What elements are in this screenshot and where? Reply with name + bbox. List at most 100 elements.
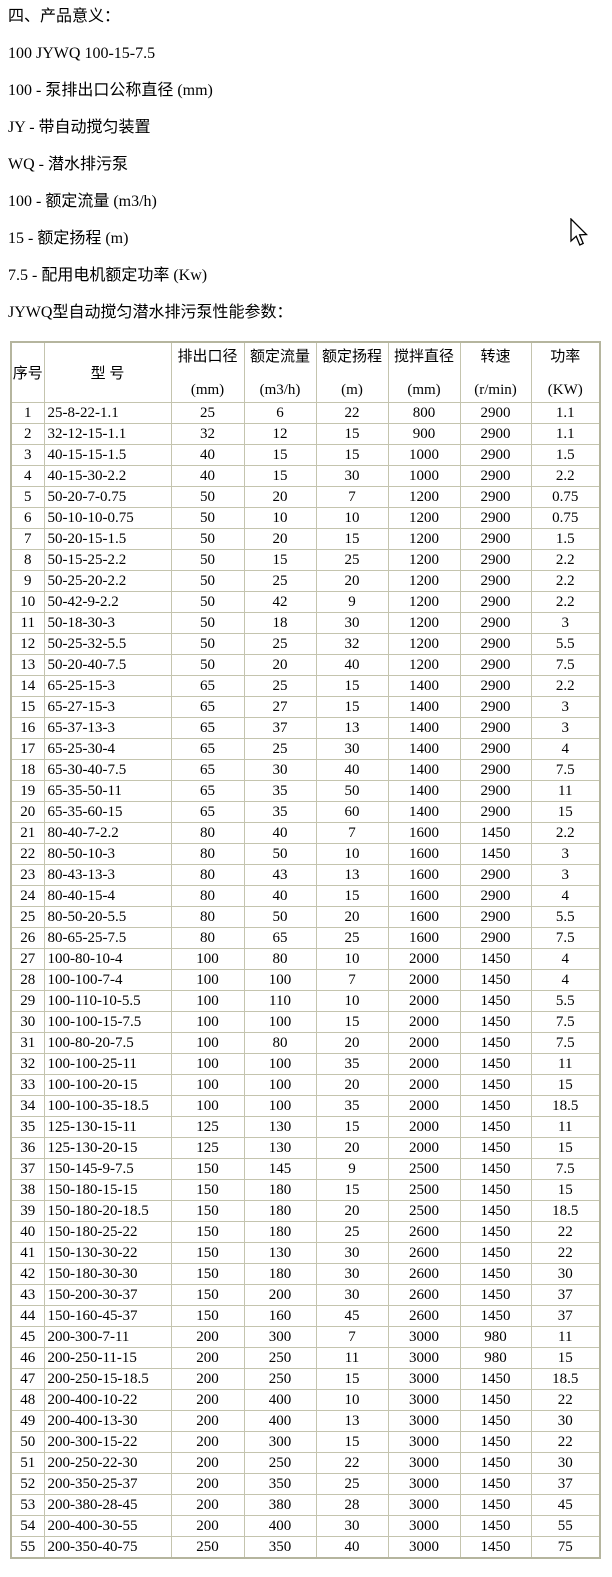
serial-cell: 36 xyxy=(10,1137,45,1159)
intro-line: JYWQ型自动搅匀潜水排污泵性能参数： xyxy=(8,304,293,321)
table-row: 47 200-250-15-18.5 200 250 15 3000 1450 18.5 xyxy=(10,1368,601,1390)
model-cell: 200-350-25-37 xyxy=(43,1473,172,1495)
value-cell: 3000 xyxy=(387,1536,461,1559)
value-cell: 65 xyxy=(170,696,245,718)
serial-cell: 35 xyxy=(10,1116,45,1138)
value-cell: 7.5 xyxy=(530,759,601,781)
value-cell: 2900 xyxy=(459,738,532,760)
table-row: 43 150-200-30-37 150 200 30 2600 1450 37 xyxy=(10,1284,601,1306)
model-cell: 80-40-15-4 xyxy=(43,885,172,907)
value-cell: 1200 xyxy=(387,612,461,634)
value-cell: 50 xyxy=(315,780,389,802)
value-cell: 18 xyxy=(243,612,317,634)
table-row: 38 150-180-15-15 150 180 15 2500 1450 15 xyxy=(10,1179,601,1201)
model-cell: 50-25-20-2.2 xyxy=(43,570,172,592)
value-cell: 1450 xyxy=(459,1095,532,1117)
value-cell: 5.5 xyxy=(530,633,601,655)
serial-cell: 13 xyxy=(10,654,45,676)
value-cell: 380 xyxy=(243,1494,317,1516)
serial-cell: 42 xyxy=(10,1263,45,1285)
value-cell: 350 xyxy=(243,1473,317,1495)
value-cell: 2900 xyxy=(459,633,532,655)
value-cell: 1450 xyxy=(459,1536,532,1559)
value-cell: 200 xyxy=(170,1389,245,1411)
table-row: 33 100-100-20-15 100 100 20 2000 1450 15 xyxy=(10,1074,601,1096)
model-cell: 50-20-7-0.75 xyxy=(43,486,172,508)
serial-cell: 15 xyxy=(10,696,45,718)
value-cell: 1450 xyxy=(459,1032,532,1054)
value-cell: 4 xyxy=(530,969,601,991)
value-cell: 1000 xyxy=(387,465,461,487)
value-cell: 900 xyxy=(387,423,461,445)
model-cell: 100-100-25-11 xyxy=(43,1053,172,1075)
value-cell: 1.1 xyxy=(530,423,601,445)
value-cell: 1.5 xyxy=(530,444,601,466)
column-header: 转速 (r/min) xyxy=(459,341,532,403)
intro: 四、产品意义： 100 JYWQ 100-15-7.5 100 - 泵排出口公称直径… xyxy=(8,8,606,321)
value-cell: 1600 xyxy=(387,885,461,907)
value-cell: 2000 xyxy=(387,948,461,970)
value-cell: 30 xyxy=(530,1410,601,1432)
table-row: 18 65-30-40-7.5 65 30 40 1400 2900 7.5 xyxy=(10,759,601,781)
value-cell: 65 xyxy=(170,738,245,760)
value-cell: 2000 xyxy=(387,969,461,991)
model-cell: 125-130-20-15 xyxy=(43,1137,172,1159)
value-cell: 9 xyxy=(315,1158,389,1180)
value-cell: 300 xyxy=(243,1431,317,1453)
value-cell: 7 xyxy=(315,486,389,508)
value-cell: 15 xyxy=(530,1347,601,1369)
serial-cell: 31 xyxy=(10,1032,45,1054)
value-cell: 150 xyxy=(170,1305,245,1327)
value-cell: 100 xyxy=(170,948,245,970)
value-cell: 50 xyxy=(170,507,245,529)
model-cell: 200-380-28-45 xyxy=(43,1494,172,1516)
value-cell: 100 xyxy=(243,1011,317,1033)
serial-cell: 12 xyxy=(10,633,45,655)
value-cell: 11 xyxy=(530,1053,601,1075)
serial-cell: 5 xyxy=(10,486,45,508)
column-title: 转速 xyxy=(480,349,511,365)
value-cell: 45 xyxy=(315,1305,389,1327)
value-cell: 80 xyxy=(170,822,245,844)
serial-cell: 38 xyxy=(10,1179,45,1201)
value-cell: 2900 xyxy=(459,675,532,697)
serial-cell: 9 xyxy=(10,570,45,592)
value-cell: 2500 xyxy=(387,1158,461,1180)
value-cell: 15 xyxy=(530,1179,601,1201)
value-cell: 12 xyxy=(243,423,317,445)
value-cell: 1450 xyxy=(459,1179,532,1201)
serial-cell: 16 xyxy=(10,717,45,739)
value-cell: 1200 xyxy=(387,528,461,550)
value-cell: 40 xyxy=(170,444,245,466)
value-cell: 3000 xyxy=(387,1494,461,1516)
intro-line: 100 - 额定流量 (m3/h) xyxy=(8,193,157,210)
model-cell: 65-25-30-4 xyxy=(43,738,172,760)
value-cell: 10 xyxy=(315,990,389,1012)
value-cell: 11 xyxy=(315,1347,389,1369)
value-cell: 30 xyxy=(530,1452,601,1474)
value-cell: 180 xyxy=(243,1221,317,1243)
model-cell: 125-130-15-11 xyxy=(43,1116,172,1138)
value-cell: 30 xyxy=(315,1263,389,1285)
value-cell: 1450 xyxy=(459,1431,532,1453)
model-cell: 50-42-9-2.2 xyxy=(43,591,172,613)
serial-cell: 21 xyxy=(10,822,45,844)
value-cell: 15 xyxy=(315,528,389,550)
value-cell: 200 xyxy=(170,1431,245,1453)
model-cell: 200-400-30-55 xyxy=(43,1515,172,1537)
value-cell: 1400 xyxy=(387,675,461,697)
table-row: 30 100-100-15-7.5 100 100 15 2000 1450 7.5 xyxy=(10,1011,601,1033)
model-cell: 200-250-15-18.5 xyxy=(43,1368,172,1390)
value-cell: 40 xyxy=(243,885,317,907)
value-cell: 6 xyxy=(243,402,317,424)
table-row: 49 200-400-13-30 200 400 13 3000 1450 30 xyxy=(10,1410,601,1432)
value-cell: 100 xyxy=(170,1074,245,1096)
value-cell: 7 xyxy=(315,822,389,844)
value-cell: 4 xyxy=(530,885,601,907)
value-cell: 10 xyxy=(315,948,389,970)
model-cell: 50-20-40-7.5 xyxy=(43,654,172,676)
value-cell: 27 xyxy=(243,696,317,718)
value-cell: 3000 xyxy=(387,1347,461,1369)
value-cell: 75 xyxy=(530,1536,601,1559)
value-cell: 11 xyxy=(530,1326,601,1348)
